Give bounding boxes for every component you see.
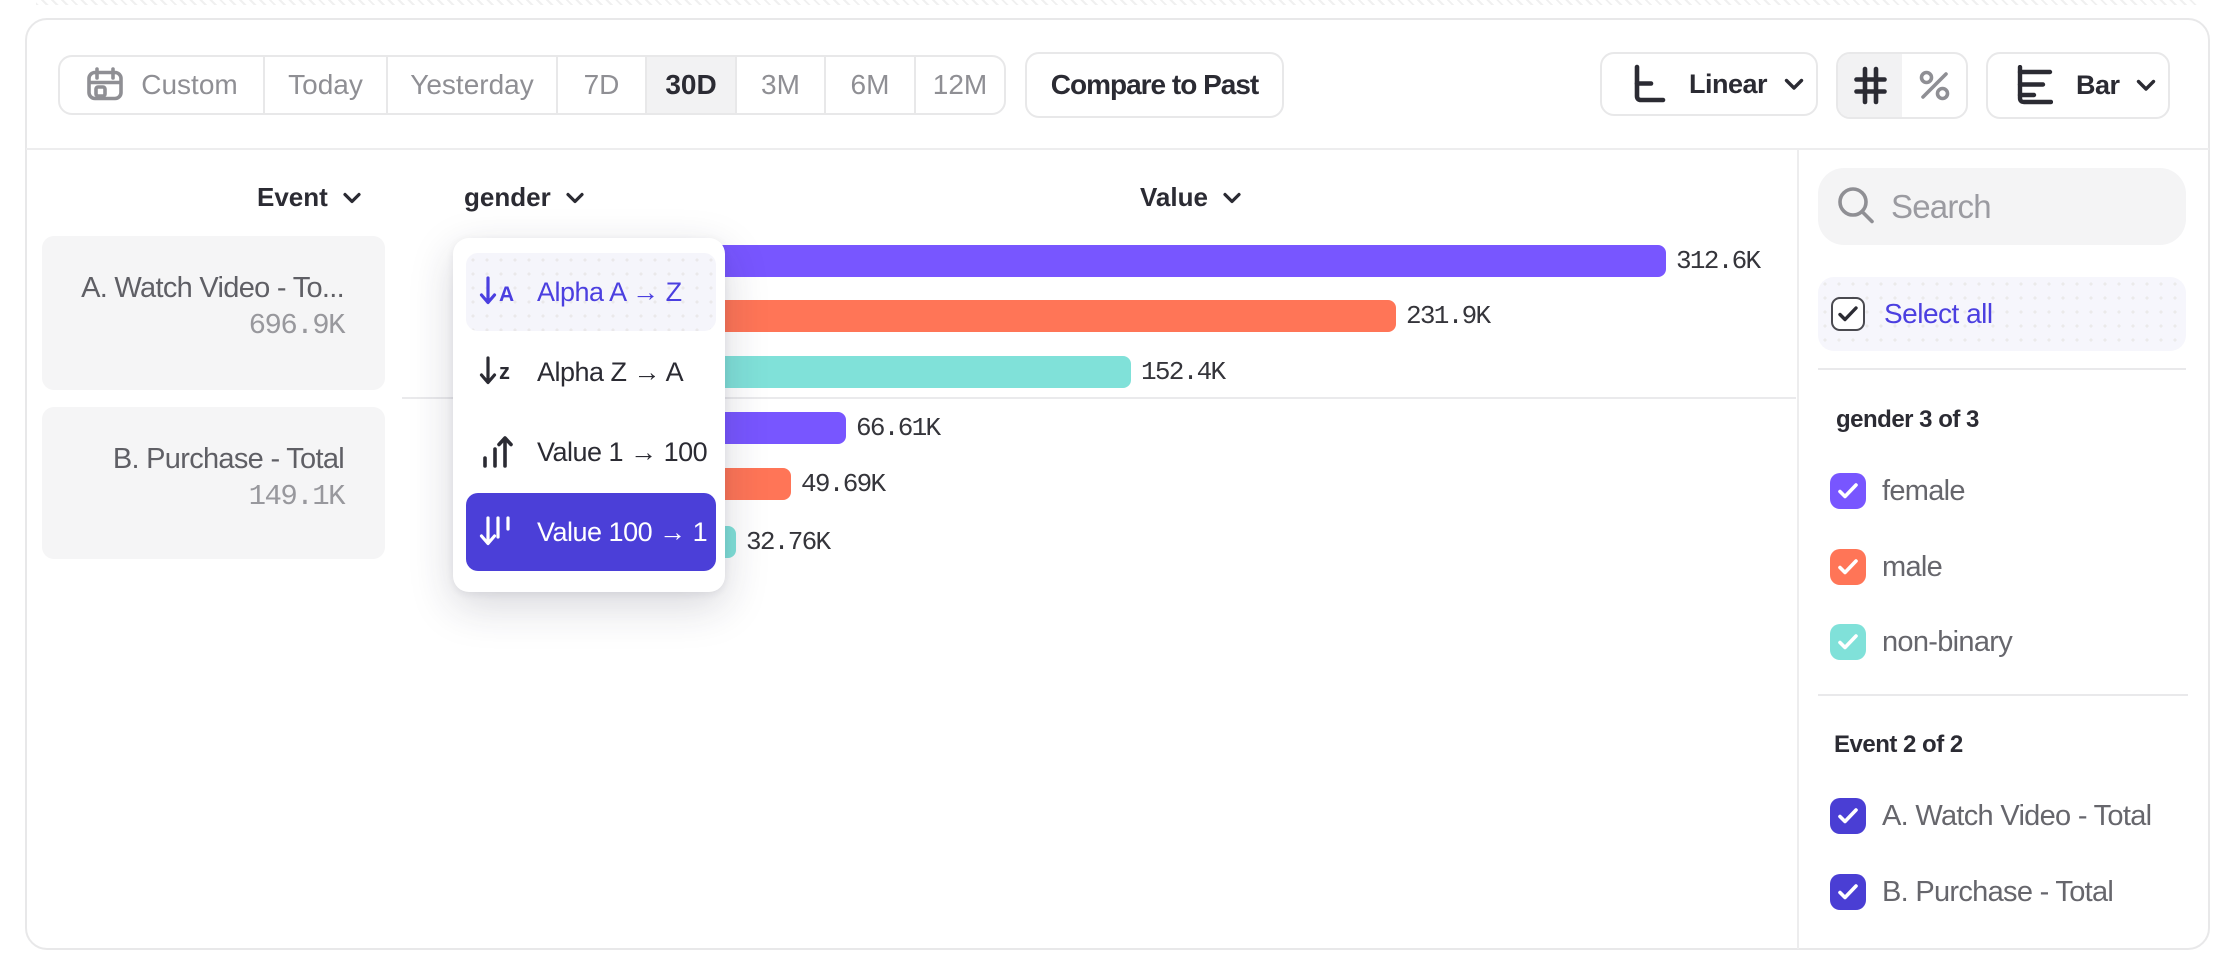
svg-text:z: z: [499, 359, 510, 384]
svg-text:A: A: [499, 283, 514, 306]
